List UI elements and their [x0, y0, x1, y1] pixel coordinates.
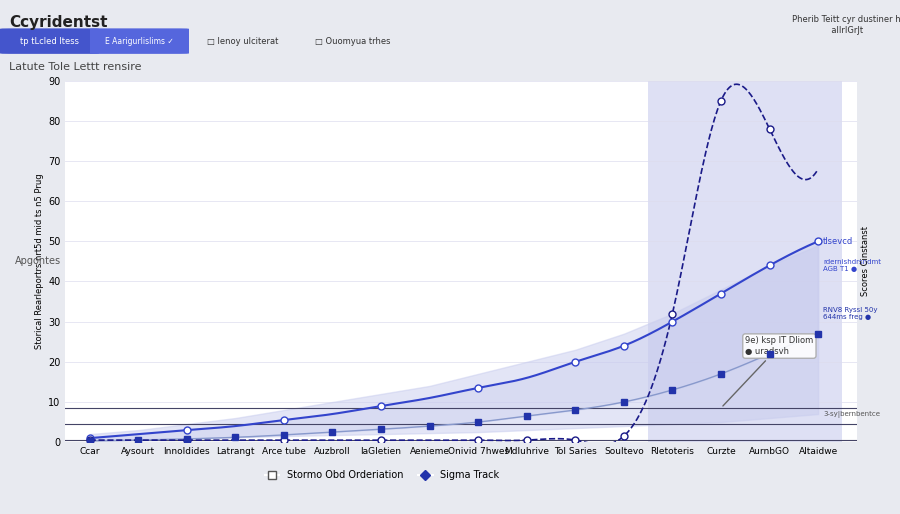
Text: □ Ouomyua trhes: □ Ouomyua trhes	[315, 36, 391, 46]
Text: Ccyridentst: Ccyridentst	[9, 15, 107, 30]
Text: E Aarigurlislims ✓: E Aarigurlislims ✓	[105, 36, 174, 46]
Text: □ lenoy ulciterat: □ lenoy ulciterat	[207, 36, 278, 46]
Text: tp tLcled ltess: tp tLcled ltess	[20, 36, 79, 46]
Legend: Stormo Obd Orderiation, Sigma Track: Stormo Obd Orderiation, Sigma Track	[261, 467, 503, 484]
Text: tlsevcd: tlsevcd	[823, 237, 853, 246]
Y-axis label: Storical Rearleportrs nrt5d mid ts n5 Prug: Storical Rearleportrs nrt5d mid ts n5 Pr…	[35, 174, 44, 349]
FancyBboxPatch shape	[90, 28, 189, 54]
Text: RNV8 Ryssl 50y
644ms freg ●: RNV8 Ryssl 50y 644ms freg ●	[823, 307, 878, 320]
Y-axis label: Scores Cinstanst: Scores Cinstanst	[861, 226, 870, 297]
Text: 3-sy|bernbentce: 3-sy|bernbentce	[823, 411, 880, 417]
Text: Apgontes: Apgontes	[14, 256, 60, 266]
FancyBboxPatch shape	[0, 28, 99, 54]
Text: Latute Tole Lettt rensire: Latute Tole Lettt rensire	[9, 62, 141, 71]
Text: 9e) ksp IT Dliom
● uradsvh: 9e) ksp IT Dliom ● uradsvh	[723, 336, 814, 406]
Text: Pherib Teitt cyr dustiner he
               alIrIGrJt: Pherib Teitt cyr dustiner he alIrIGrJt	[792, 15, 900, 35]
Bar	[648, 81, 842, 442]
Text: rdernishdrsndmt
AGB T1 ●: rdernishdrsndmt AGB T1 ●	[823, 259, 881, 272]
